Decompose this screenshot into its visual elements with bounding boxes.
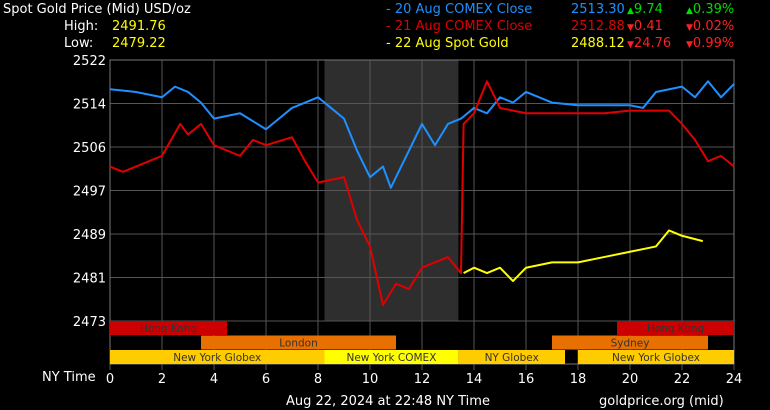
x-tick-label: 8 bbox=[314, 372, 322, 387]
series-line bbox=[109, 80, 735, 189]
x-tick-label: 2 bbox=[158, 372, 166, 387]
down-arrow-icon: ▼ bbox=[686, 40, 693, 50]
x-tick-label: 4 bbox=[210, 372, 218, 387]
high-value: 2491.76 bbox=[112, 19, 166, 34]
low-value: 2479.22 bbox=[112, 36, 166, 51]
session-label: New York COMEX bbox=[346, 352, 436, 364]
x-tick-label: 10 bbox=[362, 372, 379, 387]
y-tick-label: 2481 bbox=[73, 272, 106, 287]
legend-change: ▼0.41 bbox=[627, 19, 663, 34]
y-tick-label: 2497 bbox=[73, 185, 106, 200]
legend-change: ▼24.76 bbox=[627, 36, 672, 51]
x-tick-label: 22 bbox=[674, 372, 691, 387]
legend-percent: ▲0.39% bbox=[686, 2, 735, 17]
y-tick-label: 2514 bbox=[73, 98, 106, 113]
y-tick-label: 2473 bbox=[73, 315, 106, 330]
x-tick-label: 24 bbox=[726, 372, 743, 387]
session-label: London bbox=[279, 338, 318, 350]
y-tick-label: 2489 bbox=[73, 228, 106, 243]
source-label: goldprice.org (mid) bbox=[599, 394, 724, 409]
session-label: New York Globex bbox=[612, 352, 700, 364]
down-arrow-icon: ▼ bbox=[686, 23, 693, 33]
session-band bbox=[201, 335, 396, 350]
x-tick-label: 18 bbox=[570, 372, 587, 387]
up-arrow-icon: ▲ bbox=[627, 6, 634, 16]
x-tick-label: 12 bbox=[414, 372, 431, 387]
session-band bbox=[552, 335, 708, 350]
legend-label: - 21 Aug COMEX Close bbox=[386, 19, 533, 34]
session-band bbox=[578, 350, 734, 364]
x-tick-label: 6 bbox=[262, 372, 270, 387]
down-arrow-icon: ▼ bbox=[627, 23, 634, 33]
series-line bbox=[109, 80, 735, 307]
legend-label: - 22 Aug Spot Gold bbox=[386, 36, 509, 51]
x-tick-label: 14 bbox=[466, 372, 483, 387]
legend-change: ▲9.74 bbox=[627, 2, 663, 17]
session-band bbox=[617, 321, 734, 335]
legend-price: 2488.12 bbox=[571, 36, 625, 51]
timestamp: Aug 22, 2024 at 22:48 NY Time bbox=[286, 394, 490, 409]
session-band bbox=[110, 321, 227, 335]
up-arrow-icon: ▲ bbox=[686, 6, 693, 16]
y-tick-label: 2522 bbox=[73, 54, 106, 69]
legend-label: - 20 Aug COMEX Close bbox=[386, 2, 533, 17]
y-tick-label: 2506 bbox=[73, 141, 106, 156]
x-axis-label: NY Time bbox=[42, 370, 96, 385]
session-band bbox=[324, 350, 459, 364]
low-label: Low: bbox=[64, 36, 94, 51]
chart-title: Spot Gold Price (Mid) USD/oz bbox=[3, 2, 191, 17]
x-tick-label: 0 bbox=[106, 372, 114, 387]
session-label: Sydney bbox=[611, 338, 650, 350]
legend-percent: ▼0.02% bbox=[686, 19, 735, 34]
down-arrow-icon: ▼ bbox=[627, 40, 634, 50]
session-label: NY Globex bbox=[485, 352, 539, 364]
legend-price: 2512.88 bbox=[571, 19, 625, 34]
session-label: Hong Kong bbox=[647, 323, 704, 335]
session-band bbox=[110, 350, 325, 364]
session-label: Hong Kong bbox=[140, 323, 197, 335]
session-label: New York Globex bbox=[173, 352, 261, 364]
session-band bbox=[458, 350, 565, 364]
legend-price: 2513.30 bbox=[571, 2, 625, 17]
series-line bbox=[463, 229, 704, 283]
high-label: High: bbox=[64, 19, 99, 34]
x-tick-label: 20 bbox=[622, 372, 639, 387]
x-tick-label: 16 bbox=[518, 372, 535, 387]
legend-percent: ▼0.99% bbox=[686, 36, 735, 51]
